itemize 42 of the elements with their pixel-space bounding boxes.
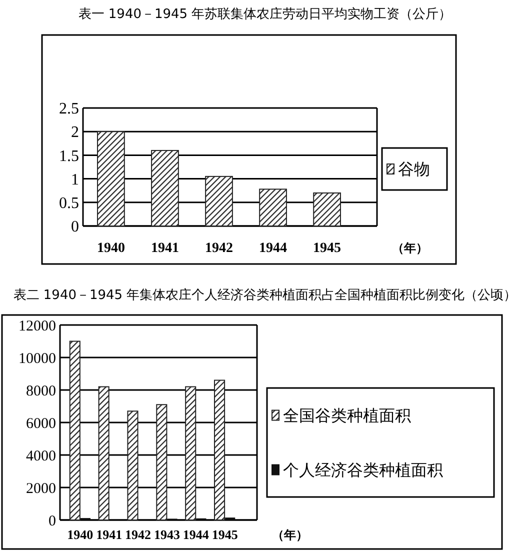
bar [259, 188, 287, 226]
y-tick-label: 12000 [18, 318, 56, 334]
bar [127, 410, 138, 520]
y-tick-label: 2.5 [59, 100, 79, 118]
legend-label: 全国谷类种植面积 [283, 406, 411, 425]
y-tick-label: 1 [71, 171, 79, 188]
x-axis-title: （年） [272, 528, 308, 542]
x-tick-label: 1941 [150, 241, 179, 256]
x-tick-label: 1945 [313, 241, 342, 256]
x-tick-label: 1943 [154, 527, 180, 542]
x-tick-label: 1944 [259, 241, 288, 256]
legend-label: 谷物 [398, 160, 430, 179]
chart-title: 表一 1940－1945 年苏联集体农庄劳动日平均实物工资（公斤） [78, 7, 452, 22]
x-tick-label: 1941 [96, 527, 122, 542]
x-tick-label: 1940 [96, 241, 125, 256]
x-tick-label: 1944 [182, 527, 210, 542]
bar [98, 386, 110, 520]
bar [205, 176, 233, 226]
bar [69, 340, 80, 520]
y-tick-label: 4000 [26, 448, 56, 464]
x-axis-title: （年） [392, 241, 428, 255]
bar [214, 380, 226, 520]
y-tick-label: 2000 [26, 480, 56, 497]
bar [156, 404, 168, 520]
y-tick-label: 0 [48, 513, 56, 530]
x-tick-label: 1942 [205, 241, 233, 256]
x-tick-label: 1942 [125, 527, 152, 542]
y-tick-label: 8000 [26, 383, 56, 400]
y-tick-label: 1.5 [59, 148, 79, 165]
y-tick-label: 0 [71, 218, 79, 236]
y-tick-label: 2 [71, 124, 79, 142]
bar [313, 192, 341, 226]
chart-title: 表二 1940－1945 年集体农庄个人经济谷类种植面积占全国种植面积比例变化（公顷） [13, 288, 517, 303]
legend-label: 个人经济谷类种植面积 [283, 460, 443, 480]
bar [97, 131, 125, 226]
y-tick-label: 10000 [18, 350, 56, 367]
y-tick-label: 0.5 [59, 195, 79, 212]
x-tick-label: 1945 [212, 527, 238, 542]
y-tick-label: 6000 [26, 416, 56, 432]
bar [151, 150, 179, 226]
x-tick-label: 1940 [67, 527, 94, 542]
bar [185, 386, 196, 520]
